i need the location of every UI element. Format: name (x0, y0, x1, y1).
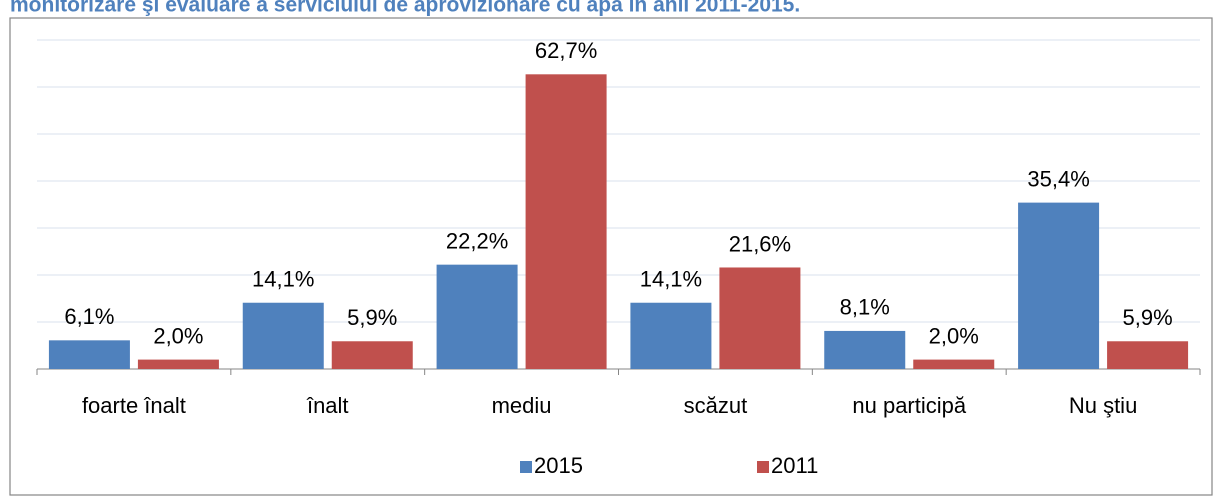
legend-swatch (757, 461, 769, 473)
data-label: 21,6% (729, 231, 791, 256)
x-tick-label: mediu (492, 393, 552, 418)
data-label: 14,1% (640, 267, 702, 292)
data-label: 2,0% (153, 323, 203, 348)
x-tick-label: scăzut (684, 393, 748, 418)
legend-swatch (520, 461, 532, 473)
data-label: 6,1% (64, 304, 114, 329)
bar (719, 267, 801, 369)
data-label: 8,1% (840, 295, 890, 320)
chart-title: monitorizare şi evaluare a serviciului d… (10, 0, 800, 17)
bar (331, 341, 413, 369)
bar (1018, 202, 1100, 369)
x-tick-label: înalt (306, 393, 349, 418)
data-label: 62,7% (535, 38, 597, 63)
data-label: 14,1% (252, 267, 314, 292)
bar (48, 340, 130, 369)
bar (525, 74, 607, 369)
bar (242, 302, 324, 369)
x-tick-label: nu participă (852, 393, 967, 418)
data-label: 35,4% (1027, 166, 1089, 191)
data-label: 2,0% (929, 323, 979, 348)
x-tick-label: foarte înalt (82, 393, 186, 418)
bar (137, 359, 219, 369)
x-tick-label: Nu ştiu (1069, 393, 1137, 418)
bar (824, 330, 906, 369)
legend-label: 2015 (534, 453, 583, 478)
legend-label: 2011 (771, 453, 818, 478)
data-label: 5,9% (1123, 305, 1173, 330)
bar (1107, 341, 1189, 369)
data-label: 22,2% (446, 228, 508, 253)
bar (630, 302, 712, 369)
chart-border (9, 17, 1213, 496)
bar (436, 264, 518, 369)
bar (913, 359, 995, 369)
data-label: 5,9% (347, 305, 397, 330)
